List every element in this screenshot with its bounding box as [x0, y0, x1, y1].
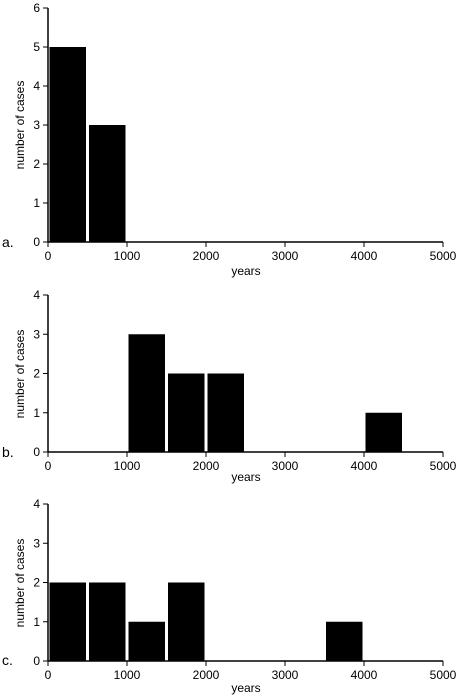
x-tick-label: 0	[45, 249, 52, 263]
y-tick-label: 4	[33, 288, 40, 302]
y-tick-label: 2	[33, 367, 40, 381]
histogram-bar	[49, 582, 86, 661]
x-tick-label: 3000	[272, 668, 299, 682]
y-tick-label: 1	[33, 196, 40, 210]
x-tick-label: 1000	[114, 668, 141, 682]
y-axis-title: number of cases	[13, 81, 27, 170]
panel-label: b.	[2, 444, 14, 460]
x-tick-label: 3000	[272, 459, 299, 473]
y-tick-label: 1	[33, 406, 40, 420]
panel-label: a.	[2, 234, 14, 250]
x-tick-label: 5000	[430, 459, 457, 473]
x-tick-label: 4000	[351, 249, 378, 263]
y-tick-label: 1	[33, 615, 40, 629]
y-tick-label: 3	[33, 327, 40, 341]
histogram-bar	[207, 373, 244, 452]
y-tick-label: 3	[33, 118, 40, 132]
x-tick-label: 2000	[193, 249, 220, 263]
x-tick-label: 3000	[272, 249, 299, 263]
x-axis-title: years	[231, 681, 260, 695]
x-tick-label: 5000	[430, 249, 457, 263]
x-axis-title: years	[231, 470, 260, 484]
x-tick-label: 4000	[351, 668, 378, 682]
histogram-bar	[128, 621, 165, 661]
x-tick-label: 0	[45, 459, 52, 473]
y-tick-label: 3	[33, 536, 40, 550]
x-tick-label: 2000	[193, 459, 220, 473]
x-axis-title: years	[231, 264, 260, 278]
histogram-bar	[326, 621, 363, 661]
panel-b: b. number of cases years 0 1 2 3 4 0 1000 2000 3…	[2, 288, 457, 484]
x-tick-label: 1000	[114, 249, 141, 263]
x-tick-label: 0	[45, 668, 52, 682]
y-tick-label: 5	[33, 40, 40, 54]
y-tick-label: 0	[33, 235, 40, 249]
x-tick-label: 5000	[430, 668, 457, 682]
y-axis-title: number of cases	[13, 330, 27, 419]
y-tick-label: 2	[33, 157, 40, 171]
y-tick-label: 0	[33, 445, 40, 459]
histogram-bar	[168, 373, 205, 452]
histogram-bar	[168, 582, 205, 661]
histogram-bar	[49, 47, 86, 242]
histogram-bar	[89, 125, 126, 242]
y-axis-title: number of cases	[13, 539, 27, 628]
y-tick-label: 6	[33, 1, 40, 15]
panel-label: c.	[2, 652, 13, 668]
x-tick-label: 2000	[193, 668, 220, 682]
y-tick-label: 4	[33, 79, 40, 93]
histogram-bar	[365, 412, 402, 452]
x-tick-label: 1000	[114, 459, 141, 473]
x-tick-label: 4000	[351, 459, 378, 473]
histogram-bar	[89, 582, 126, 661]
panel-c: c. number of cases years 0 1 2 3 4 0 1000 2000 3…	[2, 497, 457, 695]
y-tick-label: 2	[33, 576, 40, 590]
y-tick-label: 0	[33, 654, 40, 668]
y-tick-label: 4	[33, 497, 40, 511]
histogram-bar	[128, 334, 165, 452]
panel-a: a. number of cases years 0 1 2 3 4 5 6 0 1000 200…	[2, 1, 457, 278]
